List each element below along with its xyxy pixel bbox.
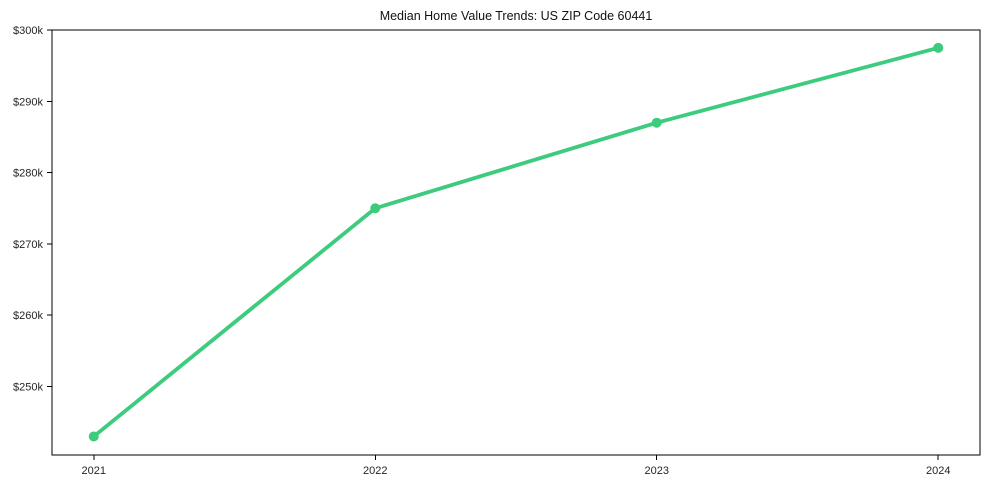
- y-tick-label: $300k: [13, 25, 43, 37]
- x-tick-label: 2022: [363, 465, 387, 477]
- trend-line: [91, 45, 941, 439]
- y-tick-label: $250k: [13, 382, 43, 394]
- trend-line-series: [88, 42, 944, 442]
- x-axis: 2021 2022 2023 2024: [82, 455, 950, 477]
- data-point: [651, 117, 662, 128]
- data-point: [88, 431, 99, 442]
- data-point: [370, 203, 381, 214]
- y-axis: $250k $260k $270k $280k $290k $300k: [13, 25, 52, 394]
- y-tick-label: $260k: [13, 310, 43, 322]
- x-tick-label: 2023: [645, 465, 669, 477]
- y-tick-label: $290k: [13, 96, 43, 108]
- y-tick-label: $280k: [13, 168, 43, 180]
- y-tick-label: $270k: [13, 239, 43, 251]
- x-tick-label: 2024: [926, 465, 950, 477]
- plot-frame: [51, 29, 981, 456]
- x-tick-label: 2021: [82, 465, 106, 477]
- data-point: [933, 42, 944, 53]
- chart-title: Median Home Value Trends: US ZIP Code 60…: [380, 9, 653, 23]
